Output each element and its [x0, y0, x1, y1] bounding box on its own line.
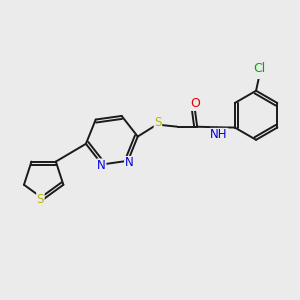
Text: NH: NH — [210, 128, 228, 141]
Text: N: N — [125, 157, 134, 169]
Text: N: N — [97, 159, 106, 172]
Text: S: S — [154, 116, 162, 129]
Text: Cl: Cl — [253, 62, 266, 75]
Text: O: O — [190, 97, 200, 110]
Text: S: S — [37, 193, 44, 206]
